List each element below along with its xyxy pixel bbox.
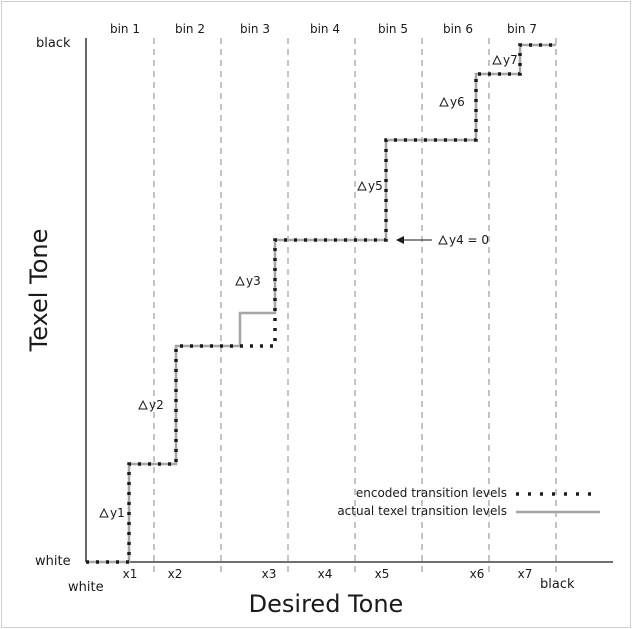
bin-label: bin 2 — [175, 22, 205, 36]
delta-label: y4 = 0 — [449, 233, 489, 247]
x-left-label: white — [68, 580, 104, 595]
bin-label: bin 7 — [507, 22, 537, 36]
x-axis-title: Desired Tone — [249, 590, 404, 618]
delta-label: y5 — [368, 179, 383, 193]
axes — [85, 38, 613, 563]
x-tick-label: x7 — [518, 567, 533, 581]
delta-label: y1 — [110, 506, 125, 520]
bin-label: bin 3 — [240, 22, 270, 36]
legend-encoded-label: encoded transition levels — [356, 486, 507, 500]
x-right-label: black — [540, 577, 575, 592]
delta-icon — [439, 96, 449, 107]
delta-label: y6 — [450, 95, 465, 109]
delta-label: y2 — [149, 398, 164, 412]
legend-actual-label: actual texel transition levels — [337, 504, 507, 518]
bin-dividers — [153, 38, 557, 575]
x-tick-label: x2 — [168, 567, 183, 581]
y-top-label: black — [36, 36, 71, 51]
bin-label: bin 6 — [443, 22, 473, 36]
delta-annotations: y1 y2 y3 y4 = 0 y5 y6 y7 — [99, 53, 518, 520]
actual-transition-line — [86, 43, 556, 564]
encoded-transition-line — [86, 43, 556, 564]
x-tick-label: x1 — [123, 567, 138, 581]
x-tick-labels: x1 x2 x3 x4 x5 x6 x7 — [123, 567, 533, 581]
bin-label: bin 4 — [310, 22, 340, 36]
bin-label: bin 5 — [378, 22, 408, 36]
delta-icon — [235, 275, 245, 286]
delta-icon — [438, 234, 448, 245]
delta-icon — [357, 180, 367, 191]
delta-icon — [99, 507, 109, 518]
bin-label: bin 1 — [110, 22, 140, 36]
y-axis-title: Texel Tone — [25, 229, 53, 353]
legend: encoded transition levels actual texel t… — [337, 486, 600, 518]
y-bottom-label: white — [35, 554, 71, 569]
delta-icon — [138, 399, 148, 410]
delta-label: y7 — [503, 53, 518, 67]
x-tick-label: x5 — [375, 567, 390, 581]
x-tick-label: x3 — [262, 567, 277, 581]
x-tick-label: x4 — [318, 567, 333, 581]
x-tick-label: x6 — [470, 567, 485, 581]
arrow-icon — [396, 236, 432, 244]
bin-labels: bin 1 bin 2 bin 3 bin 4 bin 5 bin 6 bin … — [110, 22, 537, 36]
delta-label: y3 — [246, 274, 261, 288]
delta-icon — [492, 54, 502, 65]
